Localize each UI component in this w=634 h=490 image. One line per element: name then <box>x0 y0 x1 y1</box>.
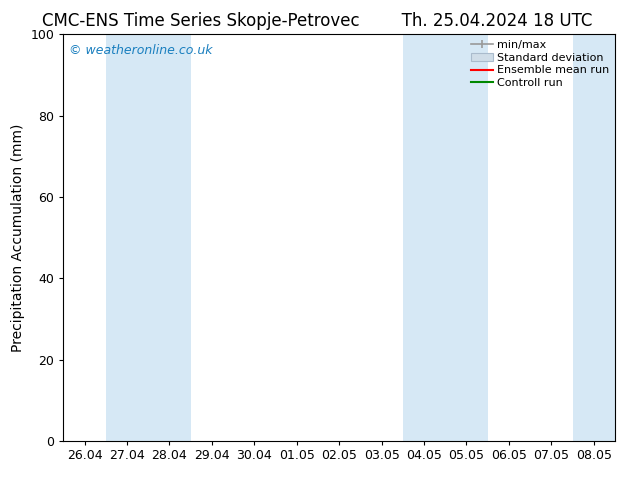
Legend: min/max, Standard deviation, Ensemble mean run, Controll run: min/max, Standard deviation, Ensemble me… <box>469 38 612 91</box>
Bar <box>403 34 445 441</box>
Bar <box>573 34 615 441</box>
Bar <box>148 34 191 441</box>
Text: © weatheronline.co.uk: © weatheronline.co.uk <box>69 45 212 57</box>
Text: CMC-ENS Time Series Skopje-Petrovec        Th. 25.04.2024 18 UTC: CMC-ENS Time Series Skopje-Petrovec Th. … <box>42 12 592 30</box>
Bar <box>106 34 148 441</box>
Bar <box>445 34 488 441</box>
Y-axis label: Precipitation Accumulation (mm): Precipitation Accumulation (mm) <box>11 123 25 352</box>
